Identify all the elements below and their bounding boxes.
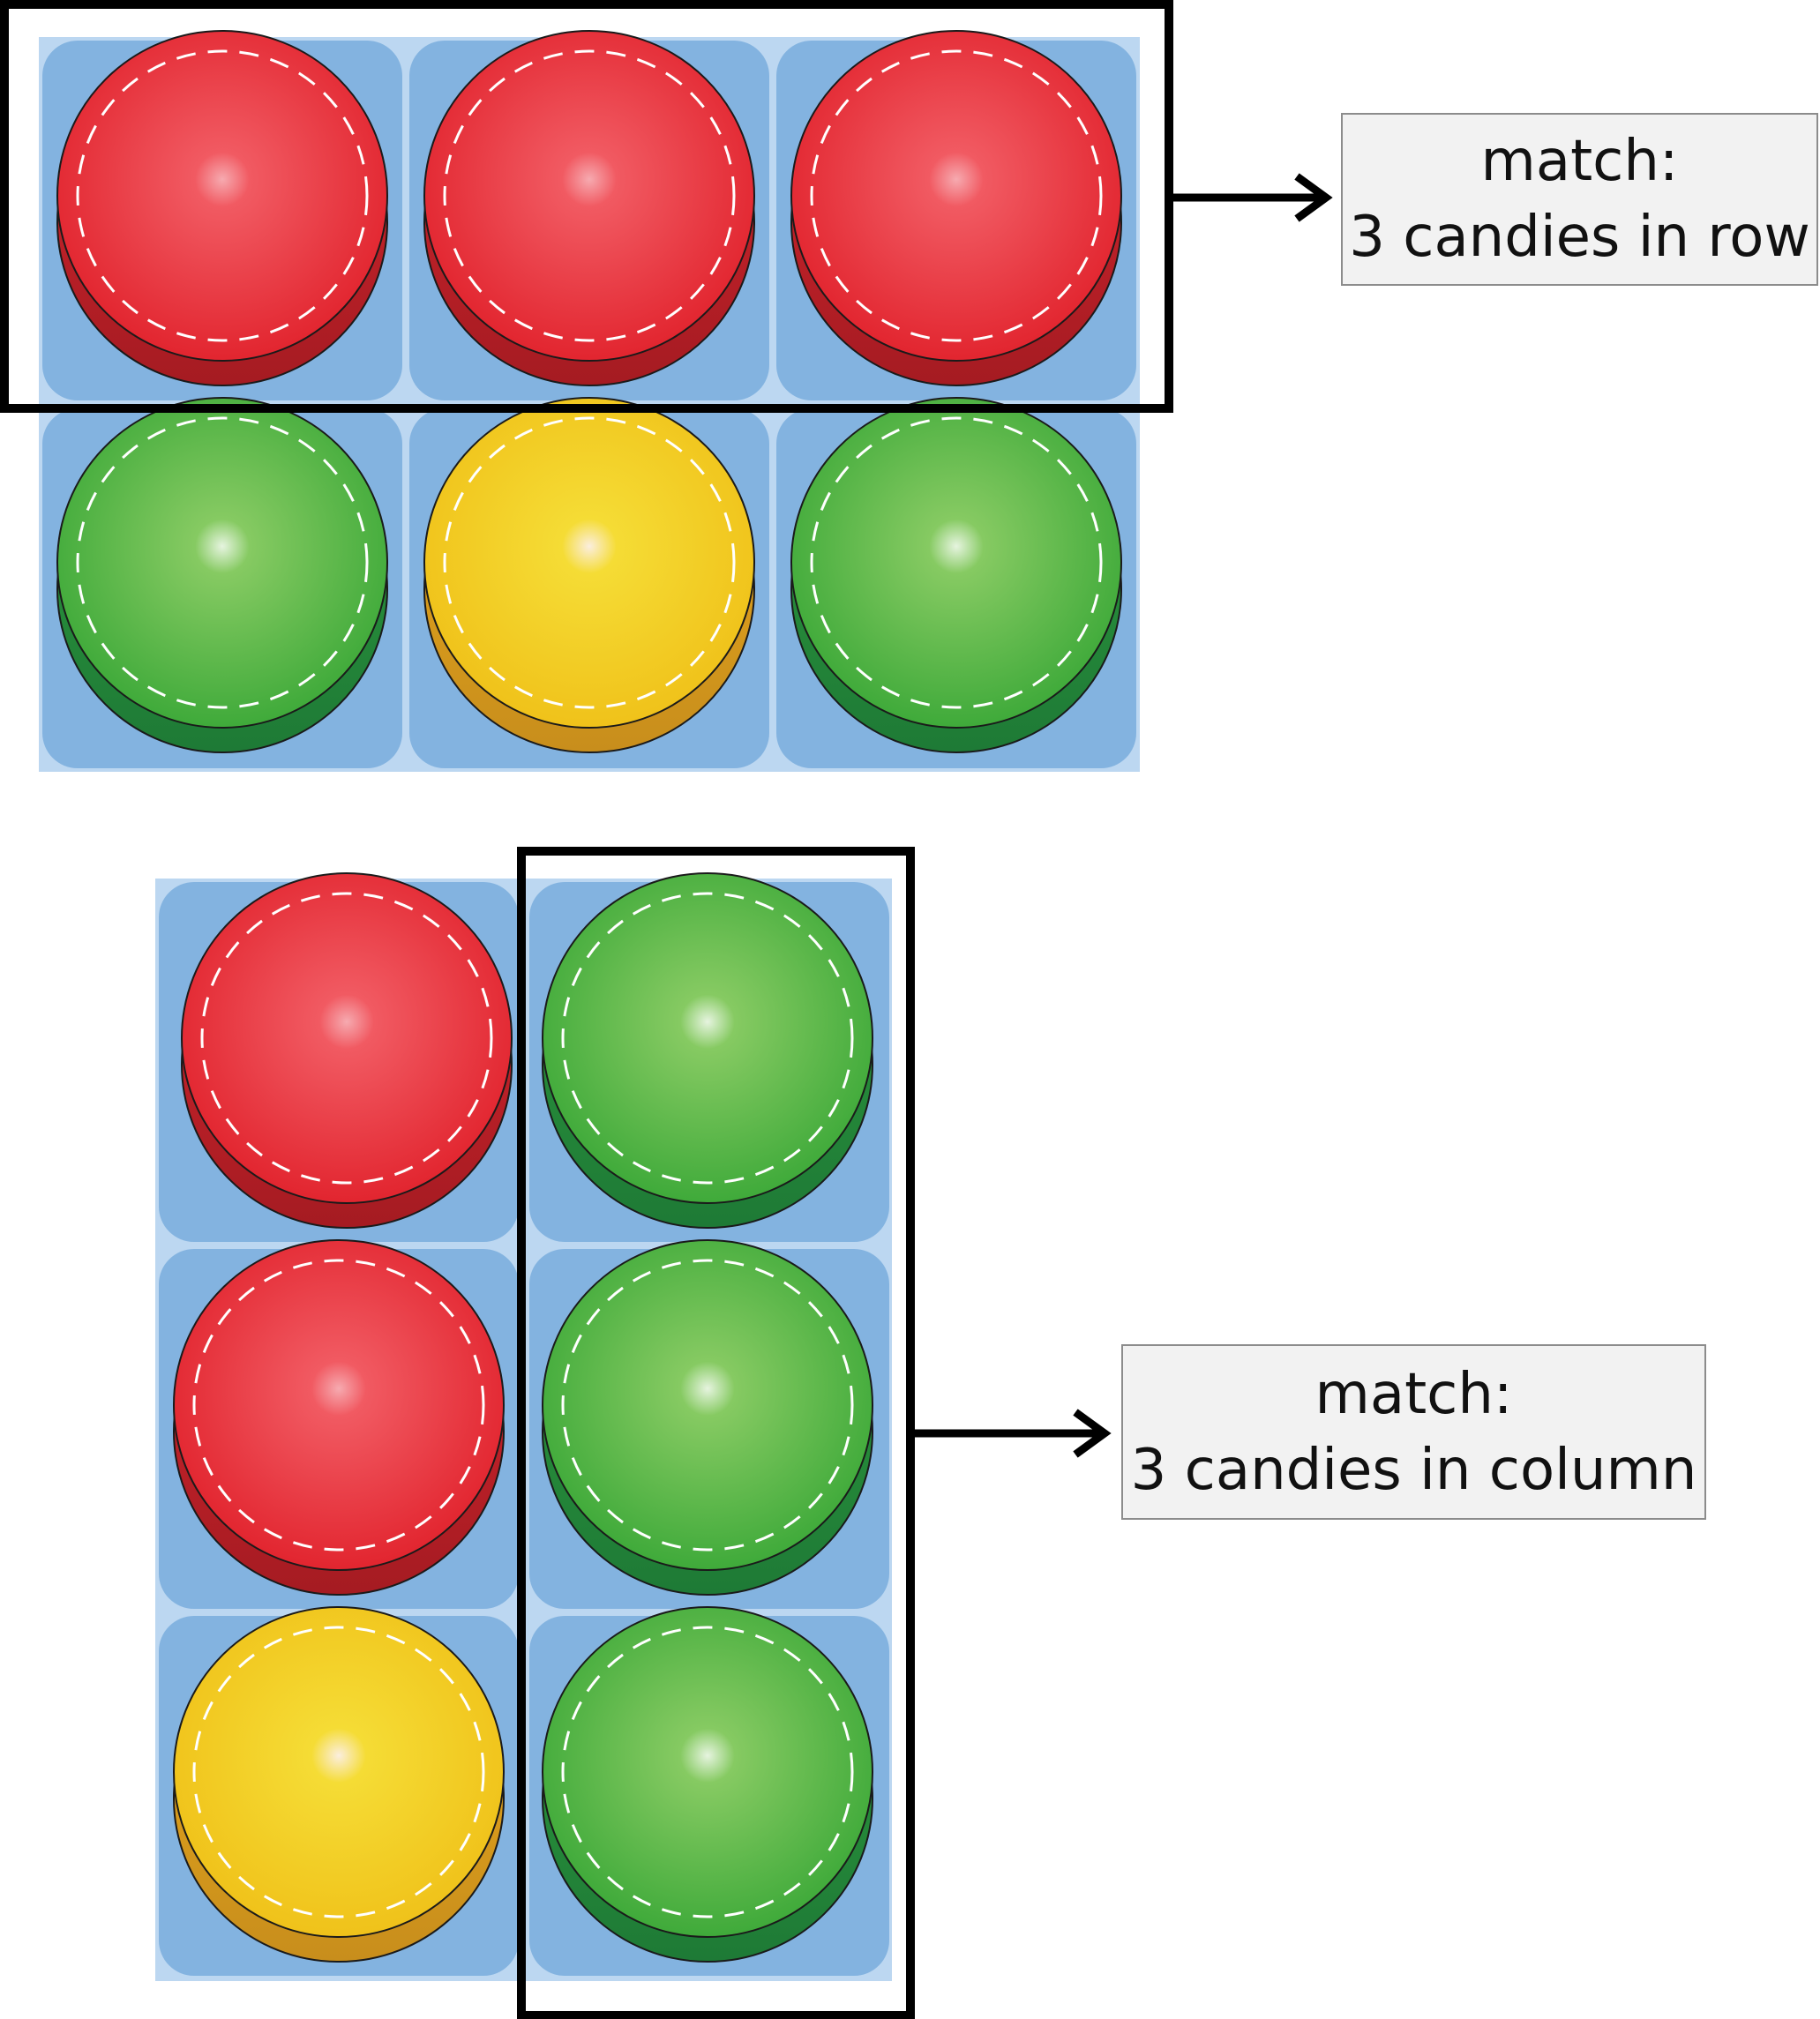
candy-green (542, 1606, 873, 1963)
row-match-label-line2: 3 candies in row (1349, 205, 1810, 270)
arrow-right-icon (914, 1409, 1112, 1458)
column-highlight-frame (517, 847, 915, 2019)
row-match-example (0, 0, 1333, 772)
arrow-right-icon (1173, 173, 1333, 222)
row-match-label-line1: match: (1480, 129, 1679, 194)
candy-red (173, 1239, 505, 1596)
candy-green (56, 397, 388, 753)
candy-red (790, 30, 1122, 386)
column-match-label-line1: match: (1314, 1361, 1513, 1427)
row-highlight-frame (0, 0, 1173, 413)
candy-red (56, 30, 388, 386)
candy-yellow (173, 1606, 505, 1963)
column-match-label-line2: 3 candies in column (1130, 1437, 1697, 1503)
candy-green (790, 397, 1122, 753)
candy-red (181, 872, 513, 1229)
candy-red (423, 30, 755, 386)
column-match-label: match: 3 candies in column (1121, 1344, 1706, 1520)
candy-green (542, 1239, 873, 1596)
column-match-example (155, 847, 1112, 2019)
row-match-label: match: 3 candies in row (1341, 113, 1818, 286)
candy-green (542, 872, 873, 1229)
candy-yellow (423, 397, 755, 753)
